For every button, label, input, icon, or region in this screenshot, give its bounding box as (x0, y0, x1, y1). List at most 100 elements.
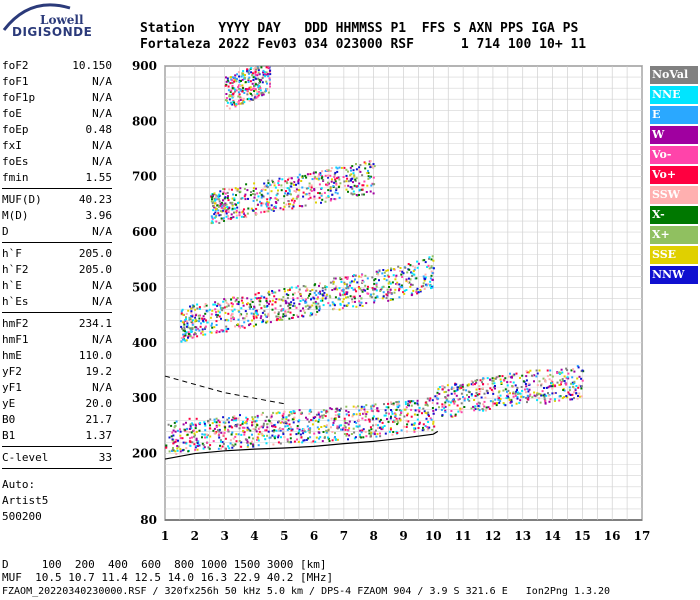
echo-point (446, 384, 449, 387)
echo-point (260, 66, 263, 69)
echo-point (233, 207, 236, 210)
echo-point (324, 415, 327, 418)
echo-point (226, 191, 229, 194)
echo-point (334, 178, 337, 181)
echo-point (234, 74, 237, 77)
echo-point (357, 419, 360, 422)
echo-point (372, 166, 375, 169)
echo-point (290, 303, 292, 306)
echo-point (544, 399, 547, 402)
echo-point (270, 414, 273, 416)
echo-point (305, 298, 308, 301)
echo-point (256, 416, 259, 419)
echo-point (231, 201, 234, 204)
param-key: yF1 (2, 381, 22, 394)
echo-point (333, 419, 336, 422)
echo-point (468, 399, 471, 402)
echo-point (413, 268, 416, 271)
echo-point (415, 290, 418, 293)
echo-point (248, 99, 251, 102)
echo-point (499, 398, 502, 401)
echo-point (255, 316, 258, 319)
echo-point (367, 418, 370, 421)
y-tick-label: 300 (132, 391, 157, 405)
echo-point (320, 192, 323, 195)
echo-point (493, 386, 495, 389)
echo-point (251, 440, 253, 443)
echo-point (514, 384, 517, 387)
echo-point (405, 426, 408, 428)
echo-point (289, 441, 292, 444)
echo-point (269, 197, 272, 199)
echo-point (351, 415, 354, 418)
echo-point (424, 425, 427, 428)
echo-point (317, 296, 319, 299)
echo-point (236, 303, 239, 305)
echo-point (343, 281, 346, 284)
echo-point (214, 209, 217, 212)
echo-point (431, 407, 434, 409)
echo-point (389, 417, 392, 420)
echo-point (261, 94, 264, 97)
echo-point (339, 278, 342, 281)
echo-point (377, 273, 380, 276)
echo-point (463, 397, 466, 400)
echo-point (273, 207, 275, 209)
echo-point (223, 197, 226, 200)
echo-point (225, 215, 228, 218)
echo-point (262, 93, 265, 96)
echo-point (387, 275, 390, 278)
param-value: N/A (92, 225, 112, 238)
echo-point (441, 388, 444, 391)
echo-point (526, 371, 529, 374)
echo-point (369, 426, 372, 429)
echo-point (399, 419, 402, 422)
echo-point (527, 382, 530, 385)
echo-point (330, 167, 333, 170)
echo-point (204, 436, 207, 439)
echo-point (254, 310, 257, 313)
echo-point (276, 192, 279, 195)
param-key: foF1 (2, 75, 29, 88)
echo-point (227, 421, 230, 424)
echo-point (313, 297, 316, 300)
echo-point (369, 166, 372, 169)
header-line-2: Fortaleza 2022 Fev03 034 023000 RSF 1 71… (140, 37, 587, 52)
echo-point (409, 401, 412, 404)
echo-point (410, 292, 413, 295)
echo-point (251, 421, 254, 424)
echo-point (372, 288, 375, 291)
echo-point (232, 95, 235, 98)
echo-point (220, 217, 223, 220)
echo-point (430, 258, 433, 261)
echo-point (558, 383, 561, 386)
echo-point (304, 174, 307, 177)
echo-point (538, 380, 541, 383)
echo-point (172, 442, 175, 445)
echo-point (222, 192, 224, 195)
echo-point (572, 385, 574, 388)
echo-point (384, 409, 387, 412)
echo-point (227, 217, 230, 220)
echo-point (401, 286, 404, 289)
echo-point (215, 313, 218, 316)
echo-point (302, 285, 305, 287)
echo-point (508, 399, 511, 401)
echo-point (243, 101, 246, 104)
echo-point (526, 394, 529, 397)
echo-point (510, 399, 513, 402)
echo-point (259, 300, 262, 303)
echo-point (175, 420, 178, 423)
echo-point (189, 320, 192, 322)
echo-point (267, 292, 270, 295)
echo-point (307, 308, 310, 310)
param-row-foep: foEp 0.48 (2, 122, 112, 138)
echo-point (313, 195, 316, 198)
echo-point (563, 375, 566, 378)
echo-point (225, 203, 228, 206)
echo-point (362, 193, 365, 196)
echo-point (327, 176, 329, 179)
echo-point (333, 307, 336, 310)
echo-point (369, 190, 372, 193)
echo-point (573, 370, 576, 373)
